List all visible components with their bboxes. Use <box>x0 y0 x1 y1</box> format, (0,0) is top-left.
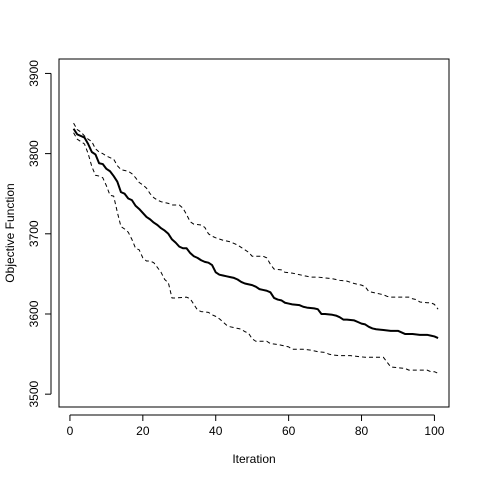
y-tick-label: 3500 <box>27 381 41 408</box>
x-tick-label: 0 <box>67 424 74 438</box>
y-tick-label: 3800 <box>27 140 41 167</box>
plot-frame <box>58 58 450 408</box>
series-layer <box>72 122 439 374</box>
y-axis-title: Objective Function <box>3 183 17 282</box>
y-axis: 3500 3600 3700 3800 3900 <box>27 60 52 408</box>
x-tick-label: 40 <box>209 424 223 438</box>
x-axis-title: Iteration <box>232 452 275 466</box>
series-line-1-solid <box>72 128 439 339</box>
x-tick-label: 20 <box>136 424 150 438</box>
x-tick-label: 60 <box>282 424 296 438</box>
x-axis: 0 20 40 60 80 100 <box>67 414 445 438</box>
x-tick-label: 100 <box>424 424 444 438</box>
y-tick-label: 3900 <box>27 60 41 87</box>
y-tick-label: 3600 <box>27 300 41 327</box>
x-tick-label: 80 <box>355 424 369 438</box>
series-line-3-dashed <box>73 132 439 374</box>
y-tick-label: 3700 <box>27 220 41 247</box>
